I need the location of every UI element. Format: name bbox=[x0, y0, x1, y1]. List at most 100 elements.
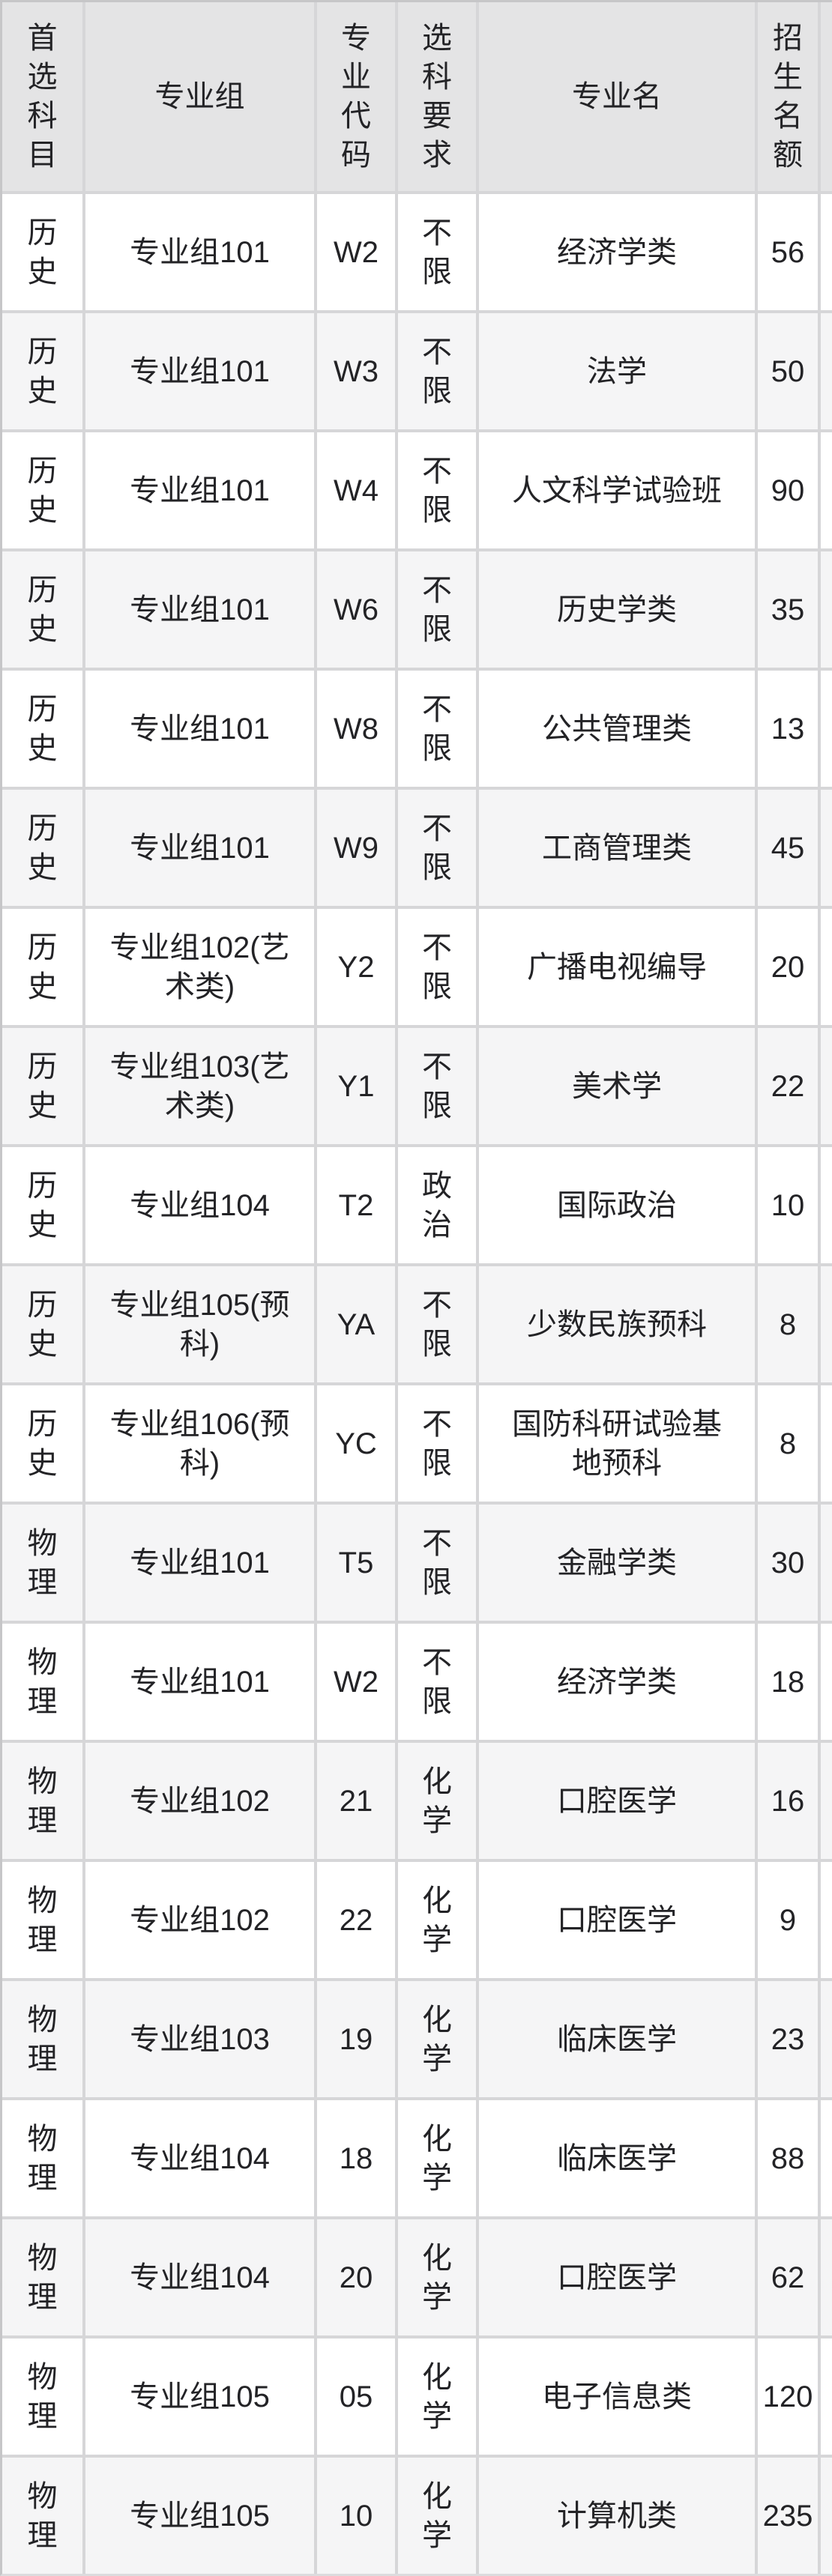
cell-major: 广播电视编导 bbox=[479, 909, 755, 1025]
cell-quota: 13 bbox=[758, 671, 818, 787]
cell-subject: 历 史 bbox=[2, 1147, 82, 1263]
cell-requirement: 不 限 bbox=[398, 1028, 476, 1144]
cell-spacer bbox=[821, 1266, 832, 1382]
cell-quota: 16 bbox=[758, 1743, 818, 1859]
cell-requirement: 不 限 bbox=[398, 790, 476, 906]
cell-code: Y2 bbox=[317, 909, 395, 1025]
cell-code: 20 bbox=[317, 2219, 395, 2335]
cell-code: W3 bbox=[317, 313, 395, 429]
cell-quota: 235 bbox=[758, 2458, 818, 2574]
cell-spacer bbox=[821, 790, 832, 906]
cell-group: 专业组101 bbox=[85, 313, 314, 429]
cell-subject: 物 理 bbox=[2, 1862, 82, 1978]
cell-major: 电子信息类 bbox=[479, 2338, 755, 2455]
cell-requirement: 不 限 bbox=[398, 1266, 476, 1382]
cell-quota: 8 bbox=[758, 1385, 818, 1502]
cell-requirement: 不 限 bbox=[398, 313, 476, 429]
cell-group: 专业组101 bbox=[85, 551, 314, 668]
cell-subject: 历 史 bbox=[2, 1385, 82, 1502]
cell-code: W2 bbox=[317, 194, 395, 310]
cell-group: 专业组101 bbox=[85, 1624, 314, 1740]
cell-major: 国际政治 bbox=[479, 1147, 755, 1263]
cell-major: 历史学类 bbox=[479, 551, 755, 668]
cell-subject: 物 理 bbox=[2, 1624, 82, 1740]
cell-group: 专业组101 bbox=[85, 432, 314, 548]
cell-subject: 历 史 bbox=[2, 909, 82, 1025]
cell-subject: 物 理 bbox=[2, 1505, 82, 1621]
cell-major: 口腔医学 bbox=[479, 2219, 755, 2335]
cell-major: 法学 bbox=[479, 313, 755, 429]
cell-major: 美术学 bbox=[479, 1028, 755, 1144]
cell-code: YC bbox=[317, 1385, 395, 1502]
cell-spacer bbox=[821, 909, 832, 1025]
cell-code: W2 bbox=[317, 1624, 395, 1740]
cell-requirement: 化 学 bbox=[398, 1743, 476, 1859]
column-header-enrollment-quota: 招 生 名 额 bbox=[758, 2, 818, 191]
cell-spacer bbox=[821, 313, 832, 429]
cell-code: 05 bbox=[317, 2338, 395, 2455]
cell-requirement: 不 限 bbox=[398, 432, 476, 548]
cell-group: 专业组104 bbox=[85, 2100, 314, 2216]
cell-subject: 历 史 bbox=[2, 790, 82, 906]
cell-quota: 45 bbox=[758, 790, 818, 906]
cell-major: 工商管理类 bbox=[479, 790, 755, 906]
cell-code: W6 bbox=[317, 551, 395, 668]
cell-major: 经济学类 bbox=[479, 194, 755, 310]
cell-major: 临床医学 bbox=[479, 2100, 755, 2216]
cell-group: 专业组102 bbox=[85, 1862, 314, 1978]
cell-quota: 9 bbox=[758, 1862, 818, 1978]
cell-spacer bbox=[821, 1624, 832, 1740]
cell-group: 专业组102 bbox=[85, 1743, 314, 1859]
cell-code: Y1 bbox=[317, 1028, 395, 1144]
cell-quota: 88 bbox=[758, 2100, 818, 2216]
cell-quota: 90 bbox=[758, 432, 818, 548]
cell-code: 21 bbox=[317, 1743, 395, 1859]
cell-group: 专业组104 bbox=[85, 1147, 314, 1263]
cell-spacer bbox=[821, 671, 832, 787]
cell-code: 22 bbox=[317, 1862, 395, 1978]
cell-requirement: 不 限 bbox=[398, 909, 476, 1025]
cell-group: 专业组105 bbox=[85, 2458, 314, 2574]
cell-subject: 物 理 bbox=[2, 2219, 82, 2335]
cell-group: 专业组104 bbox=[85, 2219, 314, 2335]
cell-major: 口腔医学 bbox=[479, 1743, 755, 1859]
cell-subject: 历 史 bbox=[2, 194, 82, 310]
cell-quota: 56 bbox=[758, 194, 818, 310]
cell-group: 专业组101 bbox=[85, 194, 314, 310]
cell-requirement: 化 学 bbox=[398, 2219, 476, 2335]
cell-quota: 10 bbox=[758, 1147, 818, 1263]
cell-subject: 物 理 bbox=[2, 2458, 82, 2574]
cell-quota: 50 bbox=[758, 313, 818, 429]
cell-spacer bbox=[821, 2458, 832, 2574]
cell-quota: 35 bbox=[758, 551, 818, 668]
cell-code: YA bbox=[317, 1266, 395, 1382]
cell-requirement: 化 学 bbox=[398, 2100, 476, 2216]
cell-requirement: 化 学 bbox=[398, 2458, 476, 2574]
cell-quota: 20 bbox=[758, 909, 818, 1025]
cell-code: 18 bbox=[317, 2100, 395, 2216]
cell-subject: 物 理 bbox=[2, 2100, 82, 2216]
cell-group: 专业组101 bbox=[85, 790, 314, 906]
cell-spacer bbox=[821, 1743, 832, 1859]
cell-group: 专业组103(艺术类) bbox=[85, 1028, 314, 1144]
column-header-first-choice-subject: 首 选 科 目 bbox=[2, 2, 82, 191]
cell-spacer bbox=[821, 2219, 832, 2335]
cell-spacer bbox=[821, 1028, 832, 1144]
cell-requirement: 政 治 bbox=[398, 1147, 476, 1263]
cell-quota: 8 bbox=[758, 1266, 818, 1382]
cell-major: 公共管理类 bbox=[479, 671, 755, 787]
cell-subject: 物 理 bbox=[2, 2338, 82, 2455]
cell-major: 国防科研试验基地预科 bbox=[479, 1385, 755, 1502]
cell-subject: 物 理 bbox=[2, 1743, 82, 1859]
cell-quota: 18 bbox=[758, 1624, 818, 1740]
cell-subject: 物 理 bbox=[2, 1981, 82, 2097]
cell-code: 10 bbox=[317, 2458, 395, 2574]
cell-subject: 历 史 bbox=[2, 313, 82, 429]
cell-spacer bbox=[821, 551, 832, 668]
cell-spacer bbox=[821, 1385, 832, 1502]
cell-subject: 历 史 bbox=[2, 432, 82, 548]
cell-requirement: 化 学 bbox=[398, 1981, 476, 2097]
cell-quota: 120 bbox=[758, 2338, 818, 2455]
cell-major: 经济学类 bbox=[479, 1624, 755, 1740]
